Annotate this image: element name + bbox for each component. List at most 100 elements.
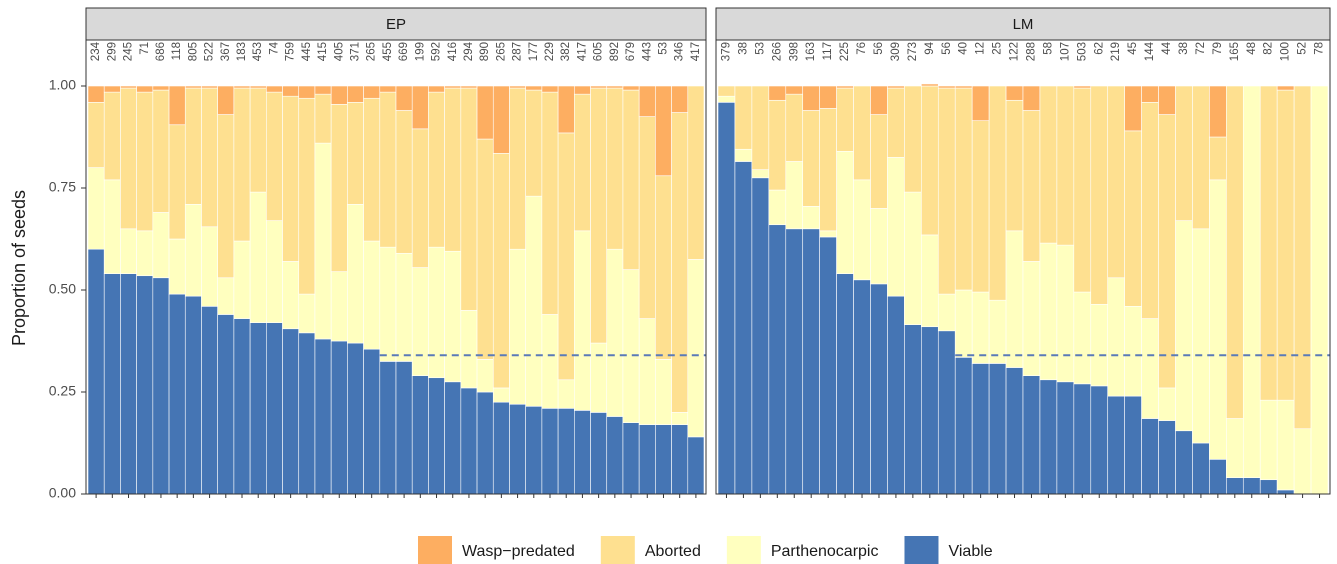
bar-segment <box>152 85 170 91</box>
count-label: 76 <box>856 42 868 55</box>
bar-segment <box>819 85 837 109</box>
count-label: 266 <box>771 42 783 61</box>
count-label: 294 <box>463 41 475 61</box>
count-label: 443 <box>641 42 653 61</box>
bar-segment <box>751 85 770 170</box>
bar-segment <box>887 157 905 297</box>
bar-segment <box>557 132 575 381</box>
count-label: 12 <box>975 42 987 55</box>
bar-segment <box>734 161 753 495</box>
count-label: 183 <box>236 42 248 61</box>
count-label: 890 <box>479 42 491 61</box>
bar-segment <box>687 436 705 495</box>
count-label: 592 <box>431 42 443 61</box>
count-label: 71 <box>139 42 151 55</box>
count-label: 273 <box>907 42 919 61</box>
count-label: 25 <box>992 42 1004 55</box>
count-label: 163 <box>805 42 817 61</box>
bar-segment <box>379 85 397 93</box>
bar-segment <box>476 138 494 360</box>
bar-segment <box>249 87 267 193</box>
count-label: 309 <box>890 42 902 61</box>
bar-segment <box>152 212 170 279</box>
bar-segment <box>802 206 820 230</box>
bar-segment <box>887 85 905 89</box>
bar-segment <box>671 85 689 113</box>
bar-segment <box>971 363 990 495</box>
bar-segment <box>1175 85 1193 221</box>
bar-segment <box>444 381 462 495</box>
bar-segment <box>557 85 575 134</box>
bar-segment <box>638 116 656 319</box>
bar-segment <box>655 85 672 177</box>
bar-segment <box>233 240 251 319</box>
count-label: 144 <box>1144 41 1156 61</box>
bar-segment <box>460 310 478 389</box>
bar-segment <box>509 85 526 89</box>
bar-segment <box>988 85 1007 301</box>
count-label: 892 <box>609 42 621 61</box>
bar-segment <box>168 124 186 240</box>
facet-title: LM <box>1013 16 1034 33</box>
bar-segment <box>282 261 300 330</box>
bar-segment <box>363 85 381 99</box>
bar-segment <box>330 104 348 272</box>
count-label: 82 <box>1263 42 1275 55</box>
count-label: 62 <box>1093 42 1105 55</box>
bar-segment <box>937 85 956 89</box>
bar-segment <box>1226 418 1244 478</box>
count-label: 72 <box>1195 42 1207 55</box>
y-tick-label: 0.75 <box>49 179 76 195</box>
bar-segment <box>921 326 939 495</box>
count-label: 234 <box>90 41 102 61</box>
bar-segment <box>904 191 922 325</box>
bar-segment <box>103 91 121 181</box>
facet-title: EP <box>386 16 406 33</box>
legend-label: Viable <box>948 543 992 560</box>
bar-segment <box>282 95 300 262</box>
bar-segment <box>622 269 640 423</box>
bar-segment <box>574 410 591 495</box>
bar-segment <box>184 85 202 89</box>
panel-border <box>85 39 707 495</box>
count-label: 53 <box>658 42 670 55</box>
bar-segment <box>1242 85 1261 478</box>
bar-segment <box>785 85 804 95</box>
bar-segment <box>606 248 624 417</box>
count-label: 371 <box>350 42 362 61</box>
count-label: 265 <box>495 42 507 61</box>
bar-segment <box>266 91 283 221</box>
bar-segment <box>233 318 251 495</box>
bar-segment <box>655 424 672 495</box>
bar-segment <box>428 377 445 495</box>
bar-segment <box>751 177 770 495</box>
count-label: 219 <box>1110 42 1122 61</box>
count-label: 45 <box>1127 42 1139 55</box>
bar-segment <box>717 85 736 97</box>
bar-segment <box>785 161 804 230</box>
bar-segment <box>541 85 559 93</box>
bar-segment <box>590 85 608 89</box>
bar-segment <box>870 114 888 209</box>
bar-segment <box>1276 489 1295 495</box>
strip <box>85 7 707 41</box>
bar-segment <box>428 246 445 379</box>
count-label: 229 <box>544 42 556 61</box>
bar-segment <box>152 89 170 213</box>
bar-segment <box>249 322 267 495</box>
bar-segment <box>541 91 559 315</box>
bar-segment <box>509 403 526 495</box>
bar-segment <box>606 416 624 495</box>
bar-segment <box>904 324 922 495</box>
y-tick-label: 0.00 <box>49 485 76 501</box>
bar-segment <box>1276 85 1295 91</box>
bar-segment <box>819 108 837 232</box>
bar-segment <box>460 387 478 495</box>
bar-segment <box>853 179 871 281</box>
bar-segment <box>395 252 413 362</box>
bar-segment <box>1124 130 1142 307</box>
bar-segment <box>184 295 202 495</box>
bar-segment <box>103 179 121 274</box>
bar-segment <box>1022 110 1041 262</box>
